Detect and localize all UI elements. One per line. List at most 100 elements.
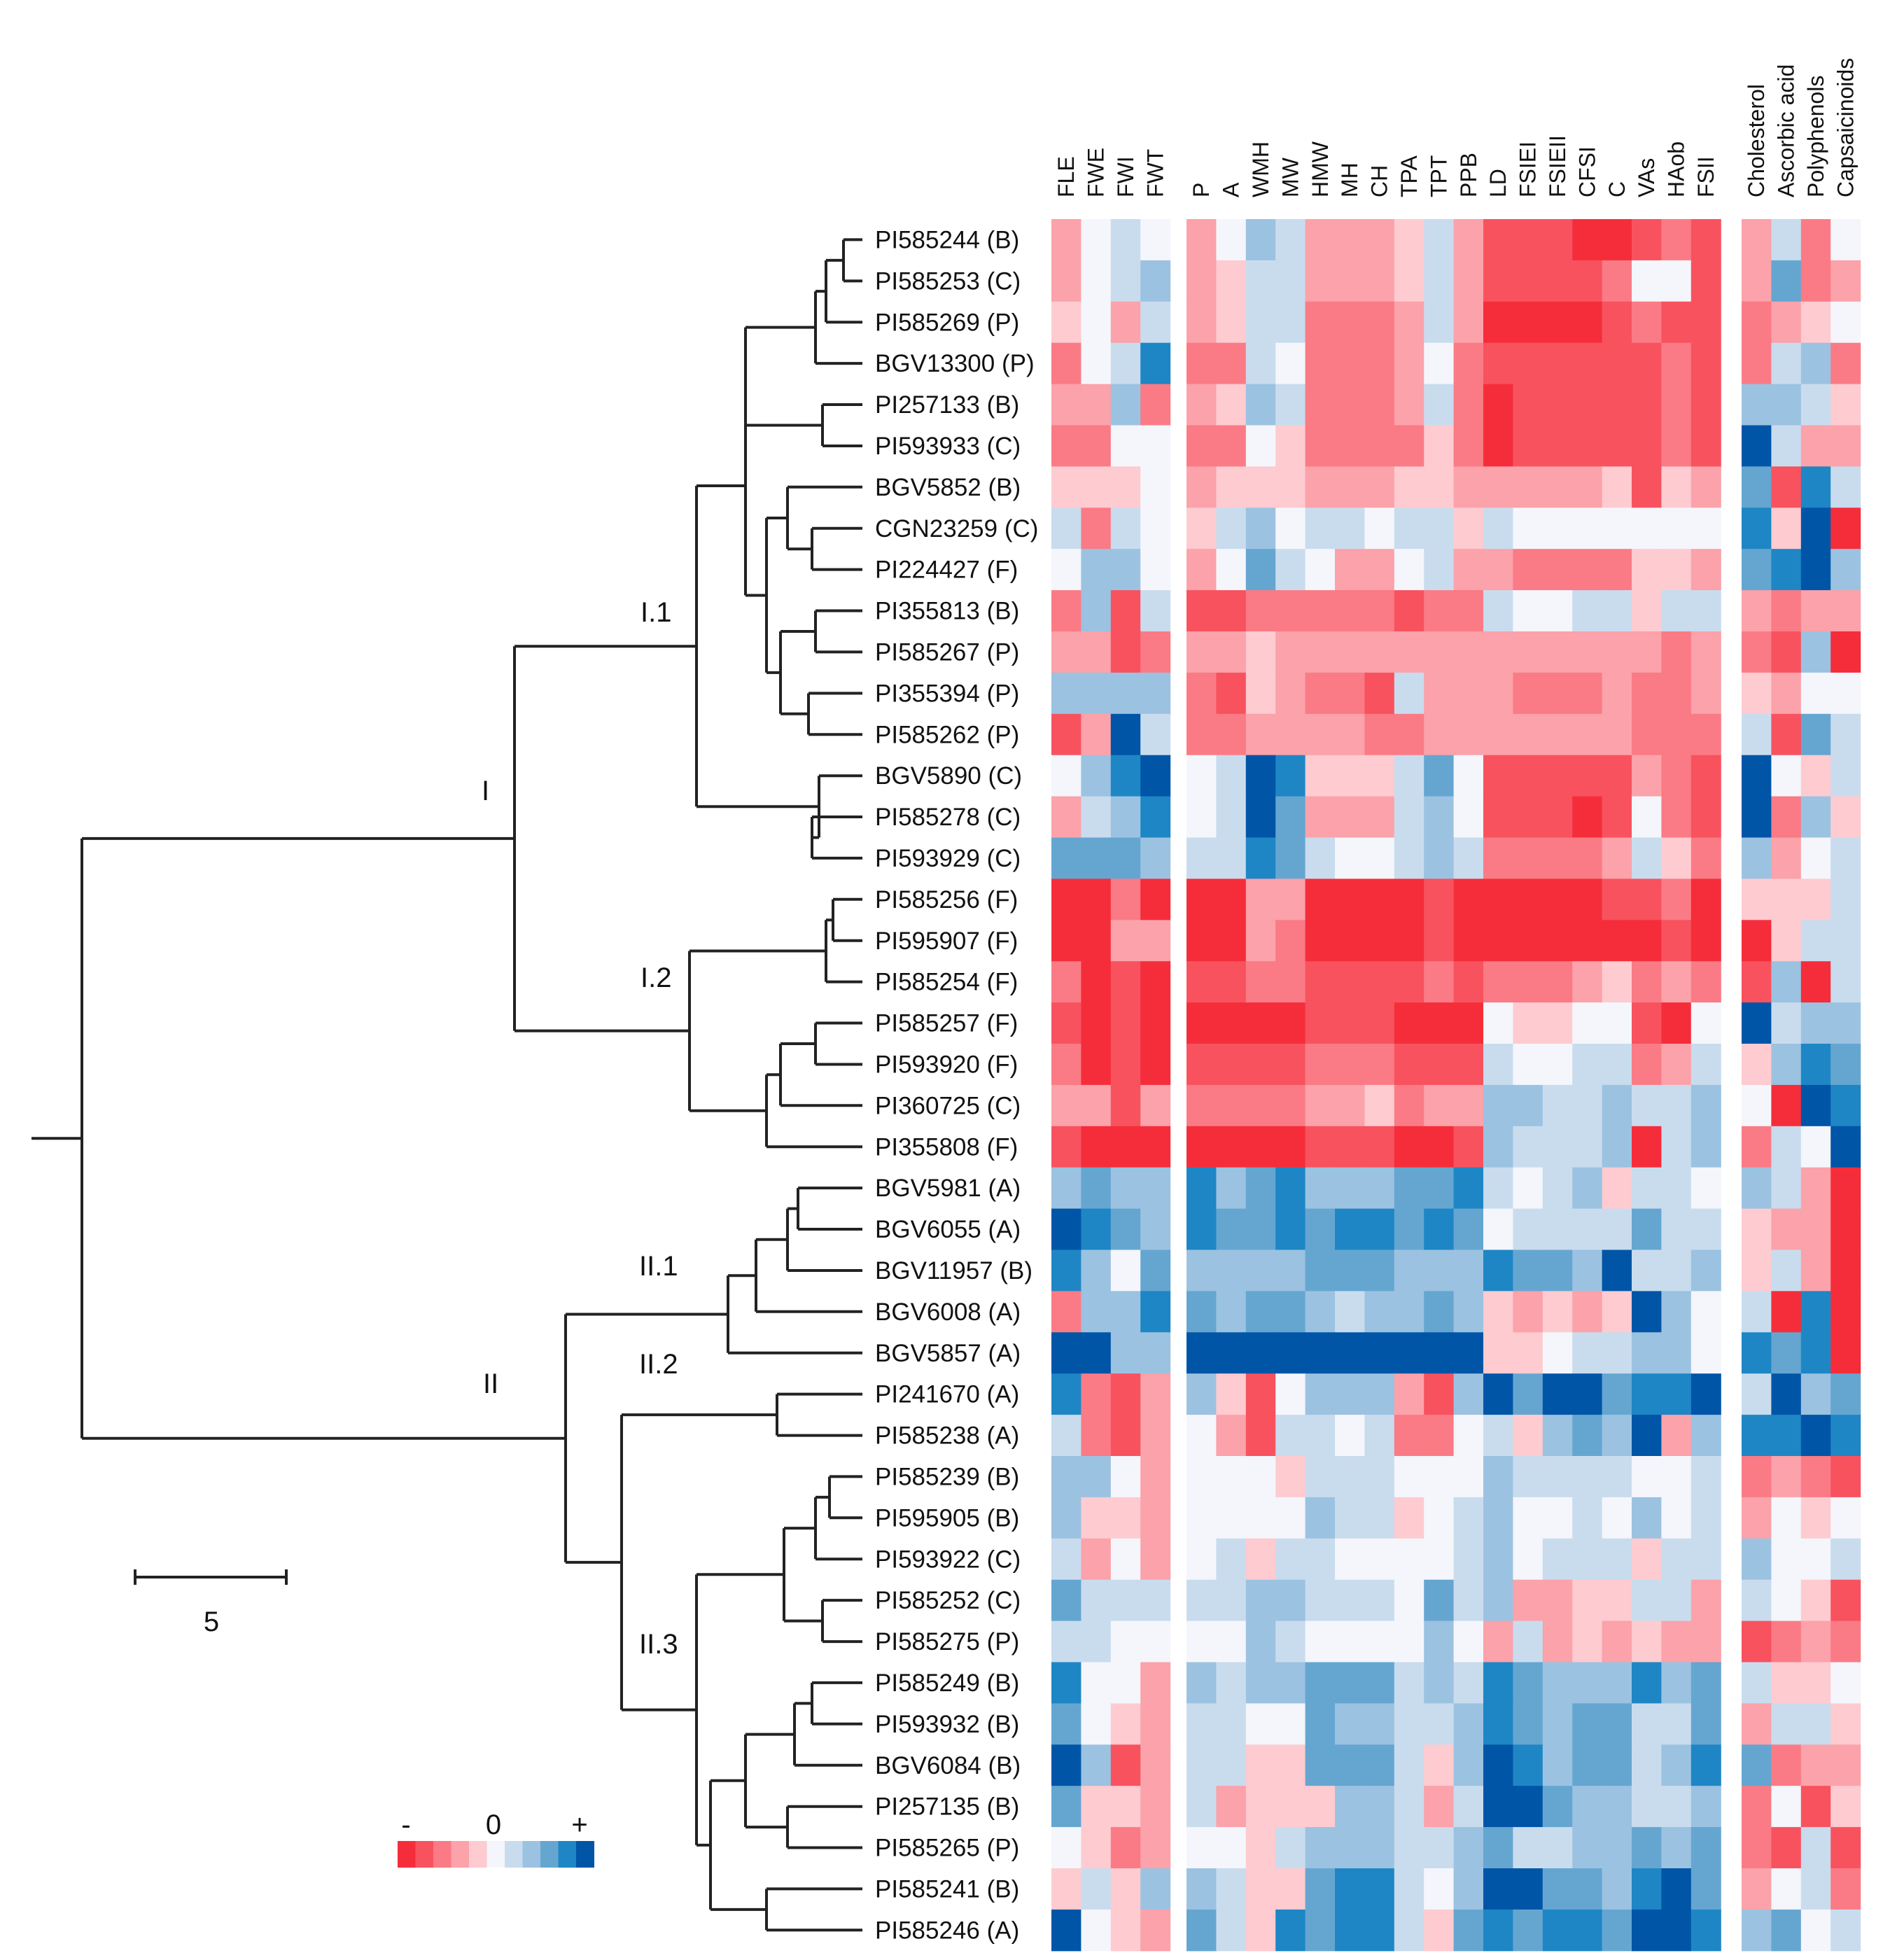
heatmap-cell-pi355813-b-ch [1364, 590, 1395, 632]
heatmap-cell-pi585241-b-fsieii [1542, 1868, 1573, 1910]
heatmap-cell-pi595905-b-fsiei [1513, 1497, 1544, 1539]
heatmap-cell-pi585275-p-fwe [1081, 1620, 1112, 1663]
row-label-bgv11957-b: BGV11957 (B) [875, 1257, 1032, 1284]
heatmap-cell-pi585238-a-mw [1275, 1415, 1306, 1457]
heatmap-cell-bgv5981-a-fsii [1690, 1167, 1721, 1210]
heatmap-cell-bgv5981-a-ascorbic-acid [1771, 1167, 1802, 1210]
heatmap-cell-pi593933-c-fwe [1081, 425, 1112, 467]
heatmap-cell-pi585238-a-fwe [1081, 1415, 1112, 1457]
heatmap-cell-pi585275-p-a [1216, 1620, 1247, 1663]
heatmap-cell-pi593929-c-fwe [1081, 837, 1112, 879]
heatmap-cell-pi241670-a-hmw [1305, 1373, 1336, 1415]
column-label-fle: FLE [1054, 156, 1079, 197]
heatmap-cell-pi593929-c-ld [1483, 837, 1513, 879]
heatmap-cell-pi585278-c-mw [1275, 796, 1306, 839]
legend-swatch-2 [433, 1841, 451, 1868]
heatmap-cell-pi585256-f-ld [1483, 878, 1513, 920]
heatmap-cell-pi593922-c-p [1186, 1538, 1217, 1581]
heatmap-cell-pi355394-p-ascorbic-acid [1771, 672, 1802, 715]
heatmap-cell-bgv13300-p-mh [1335, 342, 1365, 385]
heatmap-cell-pi585256-f-c [1602, 878, 1632, 920]
heatmap-cell-pi585246-a-fsiei [1513, 1909, 1544, 1952]
heatmap-cell-bgv6084-b-fwi [1110, 1744, 1141, 1786]
heatmap-cell-pi585241-b-fwi [1110, 1868, 1141, 1910]
heatmap-cell-pi585265-p-tpa [1394, 1827, 1424, 1869]
heatmap-cell-pi593933-c-vas [1632, 425, 1662, 467]
heatmap-cell-bgv6008-a-p [1186, 1291, 1217, 1333]
heatmap-cell-pi593920-f-hmw [1305, 1044, 1336, 1086]
heatmap-cell-pi593929-c-capsaicinoids [1830, 837, 1861, 879]
dendrogram [31, 238, 862, 1932]
heatmap-cell-bgv6008-a-fwt [1140, 1291, 1171, 1333]
column-label-mw: MW [1278, 157, 1303, 197]
heatmap-cell-cgn23259-c-mh [1335, 507, 1365, 550]
heatmap-cell-bgv6084-b-ppb [1453, 1744, 1484, 1786]
heatmap-cell-pi585262-p-tpt [1424, 713, 1455, 756]
heatmap-cell-pi585241-b-fle [1051, 1868, 1082, 1910]
heatmap-cell-pi585267-p-fle [1051, 631, 1082, 673]
heatmap-cell-pi585269-p-a [1216, 301, 1247, 344]
heatmap-cell-bgv5857-a-mw [1275, 1332, 1306, 1374]
heatmap-cell-pi224427-f-mh [1335, 549, 1365, 591]
heatmap-cell-pi585256-f-hmw [1305, 878, 1336, 920]
heatmap-cell-pi224427-f-p [1186, 549, 1217, 591]
heatmap-cell-bgv6008-a-tpa [1394, 1291, 1424, 1333]
heatmap-cell-bgv6055-a-tpt [1424, 1208, 1455, 1251]
heatmap-cell-pi585249-b-wmh [1245, 1662, 1276, 1704]
heatmap-cell-pi585241-b-c [1602, 1868, 1632, 1910]
heatmap-cell-cgn23259-c-mw [1275, 507, 1306, 550]
heatmap-cell-bgv6008-a-fwi [1110, 1291, 1141, 1333]
heatmap-cell-pi257135-b-cfsi [1572, 1786, 1603, 1828]
heatmap-cell-pi585252-c-capsaicinoids [1830, 1579, 1861, 1622]
heatmap-cell-bgv5857-a-haob [1661, 1332, 1692, 1374]
heatmap-cell-bgv6008-a-mw [1275, 1291, 1306, 1333]
heatmap-cell-pi585267-p-fsieii [1542, 631, 1573, 673]
heatmap-cell-pi355808-f-fsii [1690, 1126, 1721, 1168]
heatmap-cell-bgv6084-b-wmh [1245, 1744, 1276, 1786]
heatmap-cell-pi585238-a-tpa [1394, 1415, 1424, 1457]
heatmap-cell-pi585267-p-fsii [1690, 631, 1721, 673]
heatmap-cell-pi593932-b-capsaicinoids [1830, 1703, 1861, 1745]
heatmap-cell-pi355813-b-cfsi [1572, 590, 1603, 632]
heatmap-cell-bgv11957-b-fle [1051, 1250, 1082, 1292]
heatmap-cell-pi360725-c-ch [1364, 1084, 1395, 1127]
heatmap-cell-pi593932-b-a [1216, 1703, 1247, 1745]
heatmap-cell-pi585244-b-ld [1483, 219, 1513, 261]
heatmap-cell-pi257135-b-hmw [1305, 1786, 1336, 1828]
heatmap-cell-pi593920-f-ppb [1453, 1044, 1484, 1086]
heatmap-cell-bgv5852-b-mw [1275, 466, 1306, 508]
heatmap-cell-pi355394-p-a [1216, 672, 1247, 715]
heatmap-cell-bgv5857-a-a [1216, 1332, 1247, 1374]
heatmap-cell-pi585246-a-cfsi [1572, 1909, 1603, 1952]
heatmap-cell-bgv13300-p-fwe [1081, 342, 1112, 385]
heatmap-cell-pi585265-p-c [1602, 1827, 1632, 1869]
heatmap-cell-pi585265-p-ascorbic-acid [1771, 1827, 1802, 1869]
heatmap-cell-pi585254-f-polyphenols [1800, 961, 1831, 1003]
heatmap-cell-pi585238-a-fsii [1690, 1415, 1721, 1457]
heatmap-cell-pi593929-c-fwi [1110, 837, 1141, 879]
heatmap-cell-pi585252-c-fsii [1690, 1579, 1721, 1622]
heatmap-cell-bgv13300-p-p [1186, 342, 1217, 385]
heatmap-cell-pi595905-b-cfsi [1572, 1497, 1603, 1539]
heatmap-cell-pi595907-f-cfsi [1572, 920, 1603, 962]
row-label-pi585252-c: PI585252 (C) [875, 1587, 1021, 1614]
heatmap-cell-pi593929-c-wmh [1245, 837, 1276, 879]
heatmap-cell-pi585252-c-ld [1483, 1579, 1513, 1622]
heatmap-cell-pi593920-f-c [1602, 1044, 1632, 1086]
heatmap-cell-bgv11957-b-fsieii [1542, 1250, 1573, 1292]
heatmap-cell-bgv13300-p-c [1602, 342, 1632, 385]
heatmap-cell-pi585252-c-ppb [1453, 1579, 1484, 1622]
heatmap-cell-pi585252-c-cfsi [1572, 1579, 1603, 1622]
heatmap-cell-pi241670-a-cfsi [1572, 1373, 1603, 1415]
heatmap-cell-bgv13300-p-fsieii [1542, 342, 1573, 385]
heatmap-cell-pi257135-b-a [1216, 1786, 1247, 1828]
heatmap-cell-pi585265-p-cfsi [1572, 1827, 1603, 1869]
heatmap-cell-pi585257-f-ppb [1453, 1002, 1484, 1044]
heatmap-cell-bgv11957-b-cfsi [1572, 1250, 1603, 1292]
legend-swatch-0 [398, 1841, 416, 1868]
heatmap-cell-pi257135-b-c [1602, 1786, 1632, 1828]
heatmap-cell-pi585278-c-ld [1483, 796, 1513, 839]
heatmap-cell-pi585267-p-mh [1335, 631, 1365, 673]
heatmap-cell-pi585241-b-mh [1335, 1868, 1365, 1910]
heatmap-cell-pi585241-b-fsiei [1513, 1868, 1544, 1910]
